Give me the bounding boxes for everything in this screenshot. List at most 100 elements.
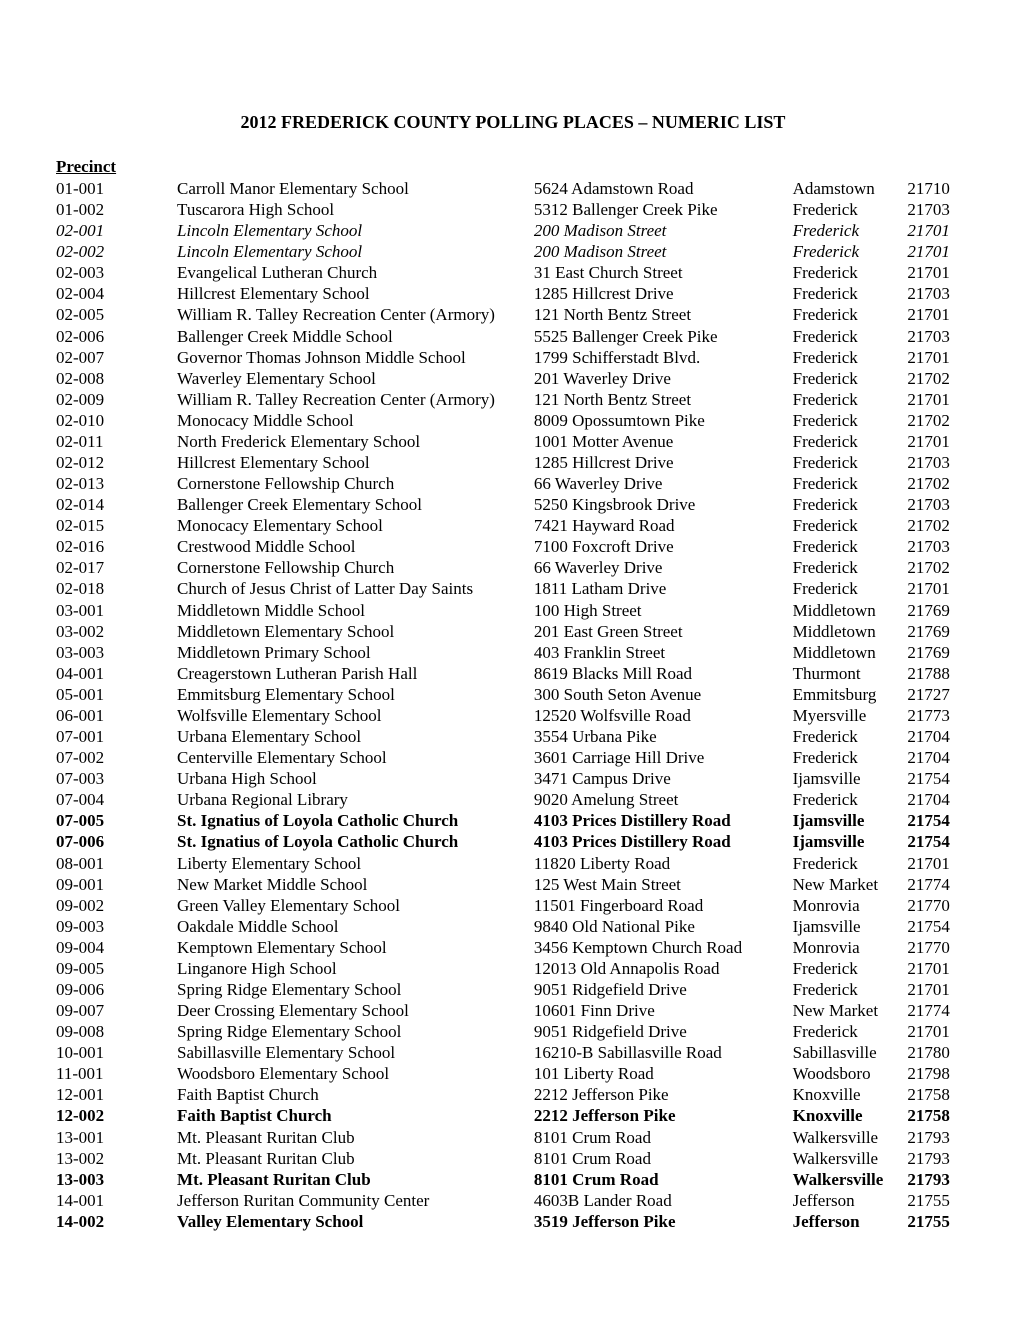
address-cell: 9051 Ridgefield Drive <box>534 979 793 1000</box>
name-cell: Spring Ridge Elementary School <box>177 1021 534 1042</box>
table-row: 01-001Carroll Manor Elementary School562… <box>56 178 970 199</box>
name-cell: Faith Baptist Church <box>177 1105 534 1126</box>
city-cell: Sabillasville <box>793 1042 908 1063</box>
city-cell: Frederick <box>793 368 908 389</box>
precinct-cell: 02-012 <box>56 452 177 473</box>
table-row: 02-012Hillcrest Elementary School1285 Hi… <box>56 452 970 473</box>
precinct-cell: 13-001 <box>56 1127 177 1148</box>
page-title: 2012 FREDERICK COUNTY POLLING PLACES – N… <box>56 112 970 133</box>
city-cell: Frederick <box>793 578 908 599</box>
precinct-cell: 09-007 <box>56 1000 177 1021</box>
table-row: 09-008Spring Ridge Elementary School9051… <box>56 1021 970 1042</box>
table-row: 02-017Cornerstone Fellowship Church66 Wa… <box>56 557 970 578</box>
table-row: 02-015Monocacy Elementary School7421 Hay… <box>56 515 970 536</box>
zip-cell: 21701 <box>907 220 970 241</box>
address-cell: 8619 Blacks Mill Road <box>534 663 793 684</box>
zip-cell: 21774 <box>907 874 970 895</box>
zip-cell: 21701 <box>907 853 970 874</box>
address-cell: 403 Franklin Street <box>534 642 793 663</box>
name-cell: Ballenger Creek Middle School <box>177 326 534 347</box>
precinct-cell: 01-001 <box>56 178 177 199</box>
address-cell: 1811 Latham Drive <box>534 578 793 599</box>
precinct-cell: 02-018 <box>56 578 177 599</box>
name-cell: Oakdale Middle School <box>177 916 534 937</box>
city-cell: New Market <box>793 874 908 895</box>
address-cell: 5250 Kingsbrook Drive <box>534 494 793 515</box>
city-cell: Myersville <box>793 705 908 726</box>
table-row: 13-002Mt. Pleasant Ruritan Club8101 Crum… <box>56 1148 970 1169</box>
city-cell: Ijamsville <box>793 916 908 937</box>
precinct-cell: 12-002 <box>56 1105 177 1126</box>
city-cell: Walkersville <box>793 1169 908 1190</box>
table-row: 07-001Urbana Elementary School3554 Urban… <box>56 726 970 747</box>
zip-cell: 21701 <box>907 1021 970 1042</box>
precinct-cell: 02-011 <box>56 431 177 452</box>
table-row: 09-002Green Valley Elementary School1150… <box>56 895 970 916</box>
address-cell: 9051 Ridgefield Drive <box>534 1021 793 1042</box>
address-cell: 8101 Crum Road <box>534 1169 793 1190</box>
city-cell: Frederick <box>793 431 908 452</box>
zip-cell: 21701 <box>907 304 970 325</box>
name-cell: William R. Talley Recreation Center (Arm… <box>177 304 534 325</box>
name-cell: Linganore High School <box>177 958 534 979</box>
city-cell: New Market <box>793 1000 908 1021</box>
zip-cell: 21701 <box>907 262 970 283</box>
address-cell: 101 Liberty Road <box>534 1063 793 1084</box>
name-cell: Ballenger Creek Elementary School <box>177 494 534 515</box>
table-row: 01-002Tuscarora High School5312 Ballenge… <box>56 199 970 220</box>
name-cell: Carroll Manor Elementary School <box>177 178 534 199</box>
name-cell: Sabillasville Elementary School <box>177 1042 534 1063</box>
zip-cell: 21701 <box>907 958 970 979</box>
precinct-cell: 02-007 <box>56 347 177 368</box>
table-row: 02-001Lincoln Elementary School200 Madis… <box>56 220 970 241</box>
table-row: 07-005St. Ignatius of Loyola Catholic Ch… <box>56 810 970 831</box>
name-cell: Monocacy Middle School <box>177 410 534 431</box>
city-cell: Frederick <box>793 789 908 810</box>
precinct-cell: 09-004 <box>56 937 177 958</box>
city-cell: Frederick <box>793 326 908 347</box>
address-cell: 8009 Opossumtown Pike <box>534 410 793 431</box>
table-row: 02-008Waverley Elementary School201 Wave… <box>56 368 970 389</box>
name-cell: New Market Middle School <box>177 874 534 895</box>
table-row: 09-007Deer Crossing Elementary School106… <box>56 1000 970 1021</box>
zip-cell: 21769 <box>907 621 970 642</box>
precinct-cell: 09-006 <box>56 979 177 1000</box>
city-cell: Jefferson <box>793 1211 908 1232</box>
city-cell: Knoxville <box>793 1105 908 1126</box>
name-cell: Hillcrest Elementary School <box>177 452 534 473</box>
address-cell: 16210-B Sabillasville Road <box>534 1042 793 1063</box>
zip-cell: 21755 <box>907 1190 970 1211</box>
name-cell: Faith Baptist Church <box>177 1084 534 1105</box>
zip-cell: 21754 <box>907 916 970 937</box>
address-cell: 1285 Hillcrest Drive <box>534 283 793 304</box>
zip-cell: 21793 <box>907 1127 970 1148</box>
table-row: 03-003Middletown Primary School403 Frank… <box>56 642 970 663</box>
precinct-cell: 09-008 <box>56 1021 177 1042</box>
table-row: 13-003Mt. Pleasant Ruritan Club8101 Crum… <box>56 1169 970 1190</box>
address-cell: 11501 Fingerboard Road <box>534 895 793 916</box>
address-cell: 201 Waverley Drive <box>534 368 793 389</box>
zip-cell: 21703 <box>907 536 970 557</box>
city-cell: Woodsboro <box>793 1063 908 1084</box>
name-cell: North Frederick Elementary School <box>177 431 534 452</box>
precinct-cell: 07-002 <box>56 747 177 768</box>
name-cell: Middletown Elementary School <box>177 621 534 642</box>
name-cell: Hillcrest Elementary School <box>177 283 534 304</box>
city-cell: Thurmont <box>793 663 908 684</box>
name-cell: Lincoln Elementary School <box>177 220 534 241</box>
precinct-cell: 04-001 <box>56 663 177 684</box>
precinct-cell: 08-001 <box>56 853 177 874</box>
table-row: 02-011North Frederick Elementary School1… <box>56 431 970 452</box>
address-cell: 9020 Amelung Street <box>534 789 793 810</box>
zip-cell: 21702 <box>907 557 970 578</box>
name-cell: Mt. Pleasant Ruritan Club <box>177 1127 534 1148</box>
precinct-cell: 02-010 <box>56 410 177 431</box>
precinct-cell: 10-001 <box>56 1042 177 1063</box>
precinct-cell: 02-014 <box>56 494 177 515</box>
precinct-cell: 14-001 <box>56 1190 177 1211</box>
precinct-cell: 12-001 <box>56 1084 177 1105</box>
name-cell: Evangelical Lutheran Church <box>177 262 534 283</box>
city-cell: Frederick <box>793 389 908 410</box>
name-cell: Governor Thomas Johnson Middle School <box>177 347 534 368</box>
table-row: 02-014Ballenger Creek Elementary School5… <box>56 494 970 515</box>
